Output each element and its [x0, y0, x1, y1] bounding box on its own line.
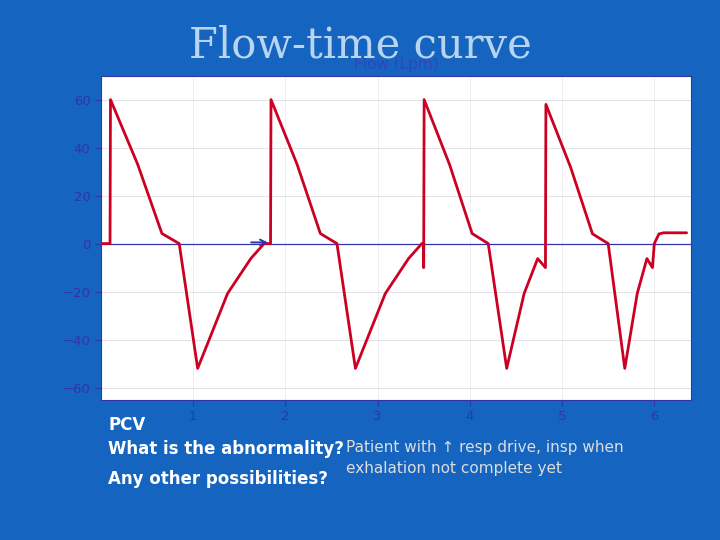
Text: Any other possibilities?: Any other possibilities? [108, 470, 328, 488]
Text: PCV: PCV [108, 416, 145, 434]
Text: What is the abnormality?: What is the abnormality? [108, 440, 344, 458]
Title: Flow (Lpm): Flow (Lpm) [354, 57, 438, 72]
Text: Patient with ↑ resp drive, insp when
exhalation not complete yet: Patient with ↑ resp drive, insp when exh… [346, 440, 624, 476]
Text: Flow-time curve: Flow-time curve [189, 24, 531, 66]
